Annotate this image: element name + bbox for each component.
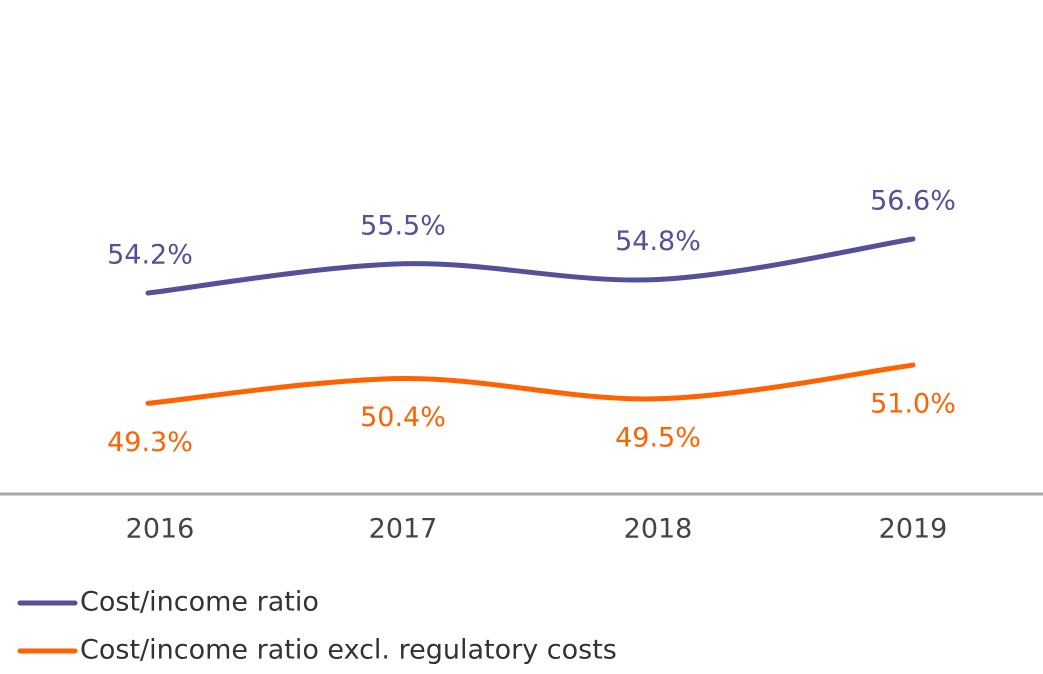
x-tick-label: 2018 bbox=[624, 514, 693, 545]
data-label: 55.5% bbox=[360, 210, 446, 241]
data-label: 54.2% bbox=[107, 240, 193, 271]
data-label: 49.3% bbox=[107, 427, 193, 458]
line bbox=[145, 362, 916, 406]
data-label: 49.5% bbox=[615, 422, 701, 453]
data-label: 50.4% bbox=[360, 402, 446, 433]
legend-label: Cost/income ratio bbox=[80, 587, 319, 618]
x-tick-label: 2017 bbox=[369, 514, 438, 545]
legend-label: Cost/income ratio excl. regulatory costs bbox=[80, 635, 617, 666]
x-tick-label: 2016 bbox=[126, 514, 195, 545]
data-label: 56.6% bbox=[870, 186, 956, 217]
data-label: 51.0% bbox=[870, 389, 956, 420]
data-label: 54.8% bbox=[615, 226, 701, 257]
x-tick-label: 2019 bbox=[879, 514, 948, 545]
line bbox=[145, 236, 916, 296]
